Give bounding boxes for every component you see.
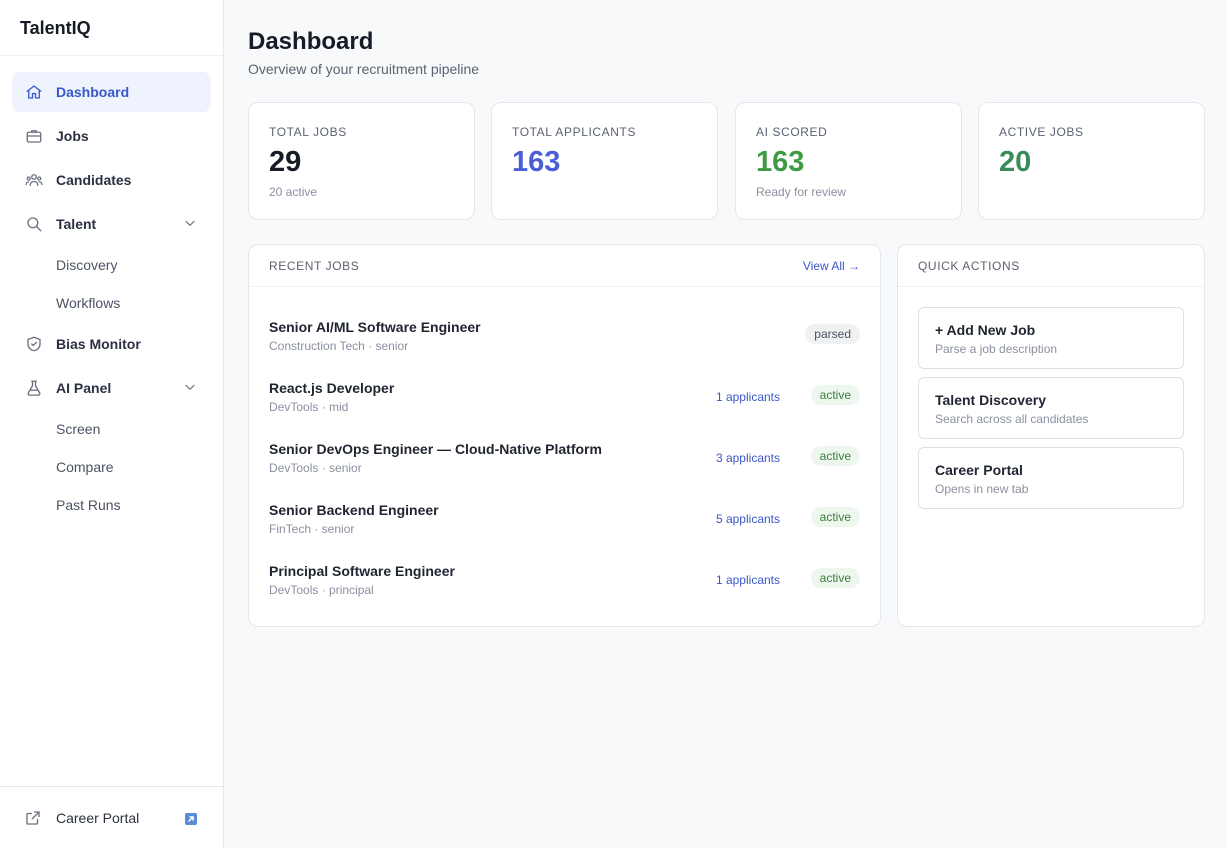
stat-card-ai-scored: AI SCORED 163 Ready for review (735, 102, 962, 220)
stat-card-total-jobs: TOTAL JOBS 29 20 active (248, 102, 475, 220)
sidebar-item-compare[interactable]: Compare (56, 459, 114, 475)
action-title: Career Portal (935, 462, 1023, 478)
chevron-down-icon (185, 220, 195, 226)
job-title: Senior DevOps Engineer — Cloud-Native Pl… (269, 441, 602, 457)
recent-jobs-panel: RECENT JOBS View All → Senior AI/ML Soft… (248, 244, 881, 627)
job-row[interactable]: Senior Backend Engineer FinTech · senior… (269, 502, 860, 563)
open-external-icon (185, 813, 197, 825)
status-badge: parsed (805, 324, 860, 344)
sidebar-item-bias-monitor[interactable]: Bias Monitor (12, 324, 211, 364)
sidebar-item-label: Jobs (56, 128, 89, 144)
job-meta: DevTools · senior (269, 461, 362, 475)
job-title: Senior AI/ML Software Engineer (269, 319, 481, 335)
sidebar-item-past-runs[interactable]: Past Runs (56, 497, 121, 513)
stat-label: ACTIVE JOBS (999, 125, 1084, 139)
quick-actions-panel: QUICK ACTIONS + Add New Job Parse a job … (897, 244, 1205, 627)
applicants-link[interactable]: 1 applicants (715, 573, 780, 587)
action-subtitle: Parse a job description (935, 342, 1058, 356)
external-link-icon (24, 808, 44, 828)
users-icon (24, 170, 44, 190)
sidebar-career-portal-link[interactable]: Career Portal (0, 786, 223, 848)
view-all-link[interactable]: View All → (802, 258, 860, 273)
applicants-link[interactable]: 5 applicants (715, 512, 780, 526)
status-badge: active (810, 507, 860, 527)
job-meta: Construction Tech · senior (269, 339, 409, 353)
stat-value: 163 (512, 146, 561, 178)
sidebar-item-discovery[interactable]: Discovery (56, 257, 118, 273)
chevron-down-icon (185, 384, 195, 390)
page-subtitle: Overview of your recruitment pipeline (248, 61, 480, 77)
status-badge: active (810, 446, 860, 466)
job-row[interactable]: Senior AI/ML Software Engineer Construct… (269, 319, 860, 380)
sidebar-item-screen[interactable]: Screen (56, 421, 101, 437)
job-title: React.js Developer (269, 380, 395, 396)
status-badge: active (810, 568, 860, 588)
add-new-job-button[interactable]: + Add New Job Parse a job description (918, 307, 1184, 369)
stat-card-active-jobs: ACTIVE JOBS 20 (978, 102, 1205, 220)
sidebar-item-dashboard[interactable]: Dashboard (12, 72, 211, 112)
stat-label: TOTAL APPLICANTS (512, 125, 637, 139)
sidebar-nav: Dashboard Jobs Candidates Talent Discove… (12, 72, 211, 526)
action-title: Talent Discovery (935, 392, 1047, 408)
sidebar-footer-label: Career Portal (56, 809, 140, 826)
page-title: Dashboard (248, 28, 374, 55)
home-icon (24, 82, 44, 102)
stat-value: 20 (999, 146, 1032, 178)
sidebar-item-workflows[interactable]: Workflows (56, 295, 121, 311)
sidebar: TalentIQ Dashboard Jobs Candidates Talen… (0, 0, 224, 848)
status-badge: active (810, 385, 860, 405)
job-row[interactable]: Senior DevOps Engineer — Cloud-Native Pl… (269, 441, 860, 502)
sidebar-item-label: AI Panel (56, 380, 112, 396)
applicants-link[interactable]: 1 applicants (715, 390, 780, 404)
sidebar-item-label: Talent (56, 216, 97, 232)
job-title: Senior Backend Engineer (269, 502, 439, 518)
panel-title: QUICK ACTIONS (918, 258, 1020, 273)
panel-header: RECENT JOBS View All → (249, 245, 880, 287)
app-logo[interactable]: TalentIQ (0, 0, 223, 56)
career-portal-button[interactable]: Career Portal Opens in new tab (918, 447, 1184, 509)
stat-note: Ready for review (756, 185, 847, 199)
sidebar-item-label: Dashboard (56, 84, 130, 100)
sidebar-item-candidates[interactable]: Candidates (12, 160, 211, 200)
sidebar-item-label: Bias Monitor (56, 336, 141, 352)
panel-title: RECENT JOBS (269, 258, 360, 273)
job-row[interactable]: Principal Software Engineer DevTools · p… (269, 563, 860, 624)
stat-value: 163 (756, 146, 805, 178)
applicants-link[interactable]: 3 applicants (715, 451, 780, 465)
briefcase-icon (24, 126, 44, 146)
stat-label: TOTAL JOBS (269, 125, 347, 139)
flask-icon (24, 378, 44, 398)
job-row[interactable]: React.js Developer DevTools · mid 1 appl… (269, 380, 860, 441)
shield-icon (24, 334, 44, 354)
job-title: Principal Software Engineer (269, 563, 455, 579)
talent-discovery-button[interactable]: Talent Discovery Search across all candi… (918, 377, 1184, 439)
sidebar-item-label: Candidates (56, 172, 132, 188)
stat-value: 29 (269, 146, 302, 178)
action-title: + Add New Job (935, 322, 1036, 338)
action-subtitle: Opens in new tab (935, 482, 1029, 496)
job-meta: DevTools · mid (269, 400, 349, 414)
sidebar-item-talent[interactable]: Talent (12, 204, 211, 244)
sidebar-item-jobs[interactable]: Jobs (12, 116, 211, 156)
action-subtitle: Search across all candidates (935, 412, 1089, 426)
stat-label: AI SCORED (756, 125, 828, 139)
job-meta: FinTech · senior (269, 522, 355, 536)
search-icon (24, 214, 44, 234)
stat-card-total-applicants: TOTAL APPLICANTS 163 (491, 102, 718, 220)
stat-note: 20 active (269, 185, 318, 199)
sidebar-item-ai-panel[interactable]: AI Panel (12, 368, 211, 408)
job-meta: DevTools · principal (269, 583, 374, 597)
panel-header: QUICK ACTIONS (898, 245, 1204, 287)
